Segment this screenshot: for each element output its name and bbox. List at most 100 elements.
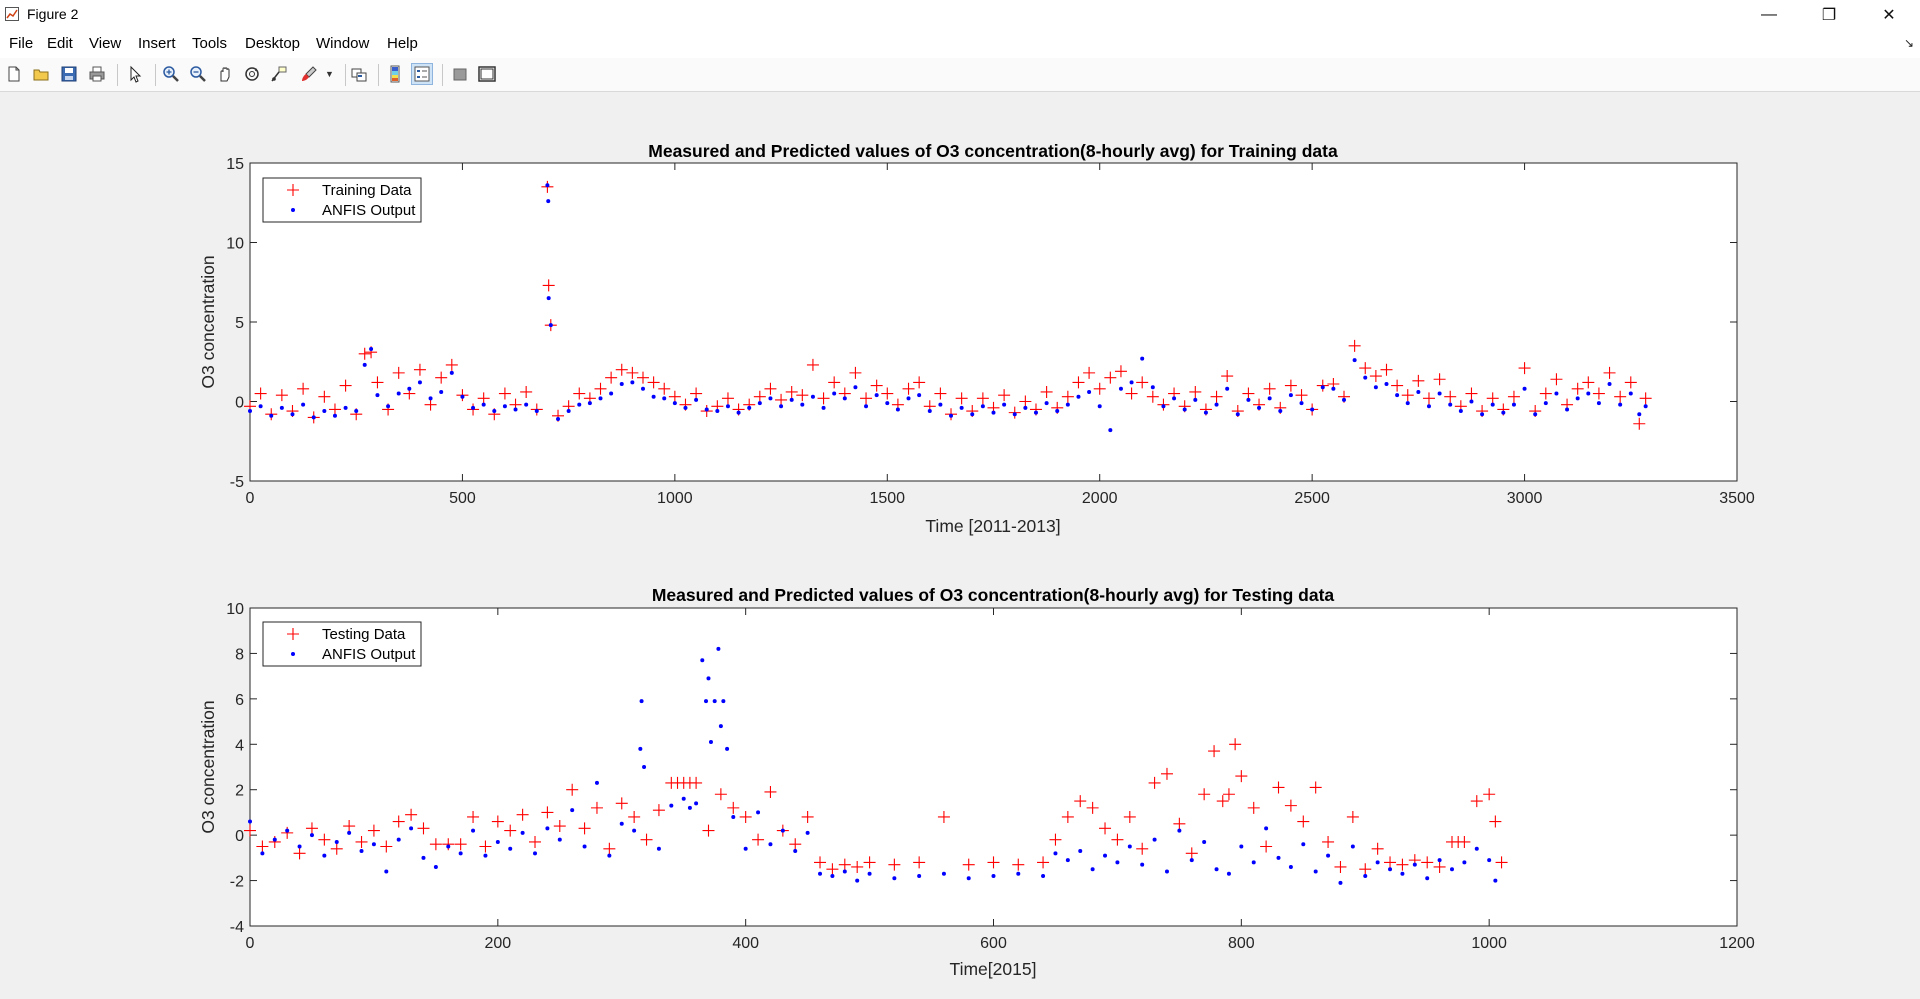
pan-hand-icon[interactable]: [214, 63, 236, 85]
menu-edit[interactable]: Edit: [47, 35, 73, 52]
measured-point: [435, 371, 448, 384]
predicted-point: [594, 780, 599, 785]
axes-box-testing[interactable]: [249, 607, 1738, 927]
predicted-point: [747, 405, 752, 410]
predicted-point: [1127, 844, 1132, 849]
legend-training[interactable]: Training Data ANFIS Output: [262, 177, 422, 223]
hide-plot-tools-icon[interactable]: [449, 63, 471, 85]
predicted-point: [1235, 412, 1240, 417]
save-icon[interactable]: [58, 63, 80, 85]
legend-icon[interactable]: [411, 63, 433, 85]
x-tick-label: 3000: [1507, 490, 1543, 507]
measured-point: [1173, 817, 1186, 830]
predicted-point: [1288, 864, 1293, 869]
predicted-point: [704, 699, 709, 704]
measured-point: [1550, 373, 1563, 386]
predicted-point: [375, 393, 380, 398]
predicted-point: [533, 851, 538, 856]
predicted-point: [1053, 851, 1058, 856]
data-cursor-icon[interactable]: [268, 63, 290, 85]
predicted-point: [970, 412, 975, 417]
x-tick-label: 500: [449, 490, 476, 507]
menu-desktop[interactable]: Desktop: [245, 35, 301, 52]
rotate-3d-icon[interactable]: [241, 63, 263, 85]
measured-point: [785, 385, 798, 398]
predicted-point: [471, 405, 476, 410]
predicted-point: [1352, 358, 1357, 363]
y-tick-label: 10: [226, 601, 244, 618]
y-tick-label: 6: [235, 692, 244, 709]
show-plot-tools-icon[interactable]: [476, 63, 498, 85]
measured-point: [1125, 387, 1138, 400]
zoom-in-icon[interactable]: [160, 63, 182, 85]
measured-point: [504, 824, 517, 837]
menu-insert[interactable]: Insert: [138, 35, 176, 52]
measured-point: [318, 833, 331, 846]
predicted-point: [1189, 858, 1194, 863]
predicted-point: [1103, 853, 1108, 858]
zoom-out-icon[interactable]: [187, 63, 209, 85]
predicted-point: [285, 828, 290, 833]
legend-box: [262, 177, 422, 223]
predicted-point: [1065, 858, 1070, 863]
print-icon[interactable]: [86, 63, 108, 85]
measured-point: [520, 385, 533, 398]
menu-view[interactable]: View: [89, 35, 122, 52]
legend-testing[interactable]: Testing Data ANFIS Output: [262, 621, 422, 667]
edit-plot-arrow-icon[interactable]: [124, 63, 146, 85]
measured-point: [727, 801, 740, 814]
predicted-point: [1533, 412, 1538, 417]
predicted-point: [1458, 409, 1463, 414]
predicted-point: [906, 396, 911, 401]
predicted-point: [1554, 391, 1559, 396]
measured-point: [590, 801, 603, 814]
open-file-icon[interactable]: [30, 63, 52, 85]
predicted-point: [1140, 356, 1145, 361]
measured-point: [424, 398, 437, 411]
measured-point: [355, 835, 368, 848]
measured-point: [1401, 389, 1414, 402]
measured-point: [1208, 745, 1221, 758]
axes-box-training[interactable]: [249, 162, 1738, 482]
predicted-point: [842, 396, 847, 401]
measured-point: [1136, 842, 1149, 855]
predicted-point: [991, 874, 996, 879]
predicted-point: [818, 871, 823, 876]
predicted-point: [1267, 396, 1272, 401]
link-plot-icon[interactable]: [348, 63, 370, 85]
predicted-point: [458, 851, 463, 856]
measured-point: [405, 808, 418, 821]
brush-icon[interactable]: [298, 63, 320, 85]
measured-point: [380, 840, 393, 853]
measured-point: [1247, 801, 1260, 814]
predicted-point: [821, 405, 826, 410]
new-figure-icon[interactable]: [3, 63, 25, 85]
predicted-point: [830, 874, 835, 879]
predicted-point: [1342, 397, 1347, 402]
menu-window[interactable]: Window: [316, 35, 370, 52]
minimize-button[interactable]: —: [1740, 0, 1798, 30]
measured-point: [498, 387, 511, 400]
measured-point: [902, 382, 915, 395]
restore-button[interactable]: ❐: [1800, 0, 1858, 30]
predicted-point: [1225, 386, 1230, 391]
measured-point: [1222, 788, 1235, 801]
measured-point: [1136, 376, 1149, 389]
y-tick-label: 10: [226, 236, 244, 253]
measured-point: [1483, 788, 1496, 801]
close-button[interactable]: ✕: [1860, 0, 1918, 30]
data-points-training: [244, 180, 1652, 433]
predicted-point: [446, 844, 451, 849]
x-tick-label: 600: [980, 935, 1007, 952]
brush-dropdown-icon[interactable]: ▼: [325, 69, 334, 79]
measured-point: [573, 387, 586, 400]
predicted-point: [1373, 385, 1378, 390]
predicted-point: [1363, 375, 1368, 380]
menu-file[interactable]: File: [9, 35, 34, 52]
colorbar-icon[interactable]: [384, 63, 406, 85]
menu-tools[interactable]: Tools: [192, 35, 228, 52]
measured-point: [328, 403, 341, 416]
dock-arrow-icon[interactable]: ↘: [1903, 36, 1914, 50]
menu-help[interactable]: Help: [387, 35, 418, 52]
predicted-point: [768, 842, 773, 847]
